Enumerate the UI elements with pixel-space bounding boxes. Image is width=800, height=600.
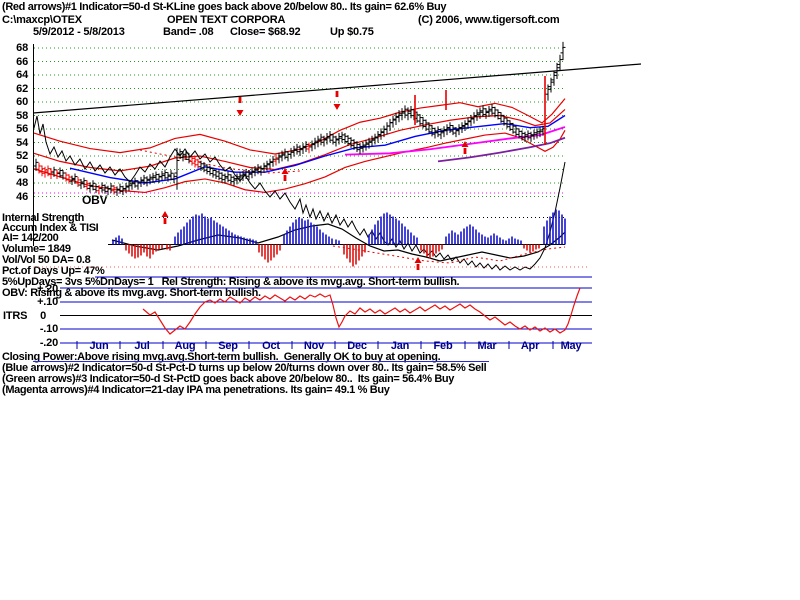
red-up-arrow bbox=[161, 211, 169, 224]
indicator-readout-line: Vol/Vol 50 DA= 0.8 bbox=[2, 254, 91, 266]
price-axis-label: 60 bbox=[16, 96, 28, 108]
month-label-feb: Feb bbox=[433, 340, 453, 352]
purple-ma-line bbox=[437, 136, 566, 163]
band-value: Band= .08 bbox=[163, 26, 214, 38]
price-axis-label: 58 bbox=[16, 109, 28, 122]
price-axis-label: 46 bbox=[16, 190, 28, 203]
signal-legend-blue-arrows: (Blue arrows)#2 Indicator=50-d St-Pct-D … bbox=[2, 362, 487, 374]
price-axis-label: 68 bbox=[16, 42, 28, 54]
price-axis-label: 50 bbox=[16, 163, 28, 176]
closing-power-note: Closing Power:Above rising mvg.avg.Short… bbox=[2, 351, 441, 363]
file-path: C:\maxcp\OTEX bbox=[2, 14, 82, 26]
itrs-line bbox=[142, 287, 581, 335]
date-range: 5/9/2012 - 5/8/2013 bbox=[33, 26, 125, 38]
red-up-arrow bbox=[461, 141, 469, 154]
trendline bbox=[32, 63, 642, 114]
itrs-scale-label: -.20 bbox=[39, 337, 58, 349]
itrs-label: ITRS bbox=[3, 310, 28, 322]
month-label-jul: Jul bbox=[134, 340, 150, 352]
price-axis-label: 54 bbox=[16, 136, 28, 149]
red-up-arrow bbox=[281, 168, 289, 181]
month-label-dec: Dec bbox=[347, 340, 367, 352]
obv-line bbox=[33, 115, 566, 271]
month-label-oct: Oct bbox=[262, 340, 280, 352]
indicator-readout-line: Internal Strength bbox=[2, 212, 85, 224]
indicator-readout-line: Pct.of Days Up= 47% bbox=[2, 265, 105, 277]
month-label-jun: Jun bbox=[89, 340, 109, 352]
month-label-apr: Apr bbox=[520, 340, 540, 352]
signal-legend-magenta-arrows: (Magenta arrows)#4 Indicator=21-day IPA … bbox=[2, 384, 390, 396]
indicator-readout-line: AI= 142/200 bbox=[2, 232, 59, 244]
price-axis-label: 48 bbox=[16, 177, 28, 189]
obv-label: OBV bbox=[82, 193, 108, 207]
month-label-nov: Nov bbox=[303, 340, 325, 352]
red-dotted-indicator-line bbox=[332, 245, 566, 264]
price-axis-label: 52 bbox=[16, 150, 28, 162]
price-axis-label: 62 bbox=[16, 82, 28, 95]
month-label-aug: Aug bbox=[174, 340, 196, 352]
month-label-may: May bbox=[560, 340, 582, 352]
itrs-scale-label: +.10 bbox=[37, 296, 58, 308]
month-label-sep: Sep bbox=[218, 340, 238, 352]
month-label-mar: Mar bbox=[477, 340, 497, 352]
signal-legend-red-arrows: (Red arrows)#1 Indicator=50-d St-KLine g… bbox=[2, 1, 447, 13]
indicator-readout-line: 5%UpDays= 3vs 5%DnDays= 1 Rel Strength: … bbox=[2, 276, 460, 288]
copyright: (C) 2006, www.tigersoft.com bbox=[418, 14, 560, 26]
up-value: Up $0.75 bbox=[330, 26, 374, 38]
red-up-arrow bbox=[414, 257, 422, 270]
price-axis-label: 64 bbox=[16, 69, 28, 81]
blue-ma-line bbox=[69, 114, 566, 184]
indicator-readout-line: Accum Index & TISI bbox=[2, 222, 99, 234]
itrs-scale-label: +.20 bbox=[37, 283, 58, 295]
itrs-scale-label: 0 bbox=[40, 310, 46, 322]
price-axis-label: 56 bbox=[16, 123, 28, 135]
red-down-arrow bbox=[333, 91, 341, 110]
ticker-title: OPEN TEXT CORPORA bbox=[167, 14, 286, 26]
close-value: Close= $68.92 bbox=[230, 26, 301, 38]
lower-band-line bbox=[33, 130, 566, 194]
indicator-readout-line: Volume= 1849 bbox=[2, 243, 71, 255]
signal-legend-green-arrows: (Green arrows)#3 Indicator=50-d St-PctD … bbox=[2, 373, 455, 385]
red-dotted-price-line bbox=[139, 149, 301, 174]
itrs-scale-label: -.10 bbox=[39, 323, 58, 335]
indicator-readout-line: OBV: Rising & above its mvg.avg. Short-t… bbox=[2, 287, 261, 299]
mid-band-line bbox=[33, 108, 566, 172]
red-down-arrow bbox=[236, 97, 244, 116]
upper-band-line bbox=[33, 98, 566, 155]
price-axis-label: 66 bbox=[16, 55, 28, 68]
month-label-jan: Jan bbox=[390, 340, 410, 352]
